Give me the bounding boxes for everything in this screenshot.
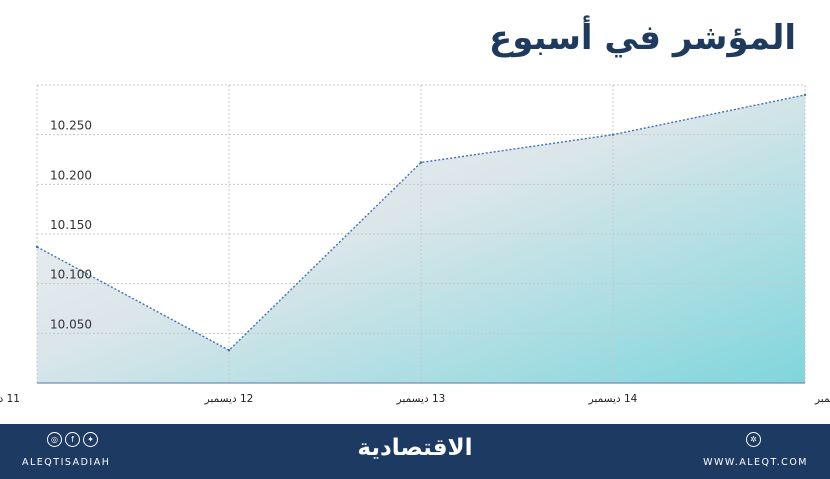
y-tick-label: 10.250: [50, 119, 92, 133]
x-tick-label: 14 ديسمبر: [588, 393, 638, 405]
y-tick-label: 10.100: [50, 268, 92, 282]
data-point: [227, 349, 231, 352]
twitter-icon[interactable]: ✦: [83, 432, 98, 447]
x-tick-label: 13 ديسمبر: [396, 393, 446, 405]
website-link[interactable]: WWW.ALEQT.COM: [703, 457, 808, 468]
y-tick-label: 10.050: [50, 317, 92, 331]
footer-bar: ◎ f ✦ ALEQTISADIAH الاقتصادية ✲ WWW.ALEQ…: [0, 424, 830, 479]
data-point: [803, 93, 807, 97]
social-handle[interactable]: ALEQTISADIAH: [22, 457, 111, 468]
data-point: [35, 245, 39, 249]
facebook-icon[interactable]: f: [65, 432, 80, 447]
chart-svg: 10.050 10.100 10.150 10.200 10.250 11 ديسمبر 1…: [0, 84, 830, 405]
social-icons: ◎ f ✦: [47, 432, 98, 447]
x-tick-label: 15 ديسمبر: [814, 393, 830, 405]
y-tick-label: 10.200: [50, 168, 92, 182]
chart-title: المؤشر في أسبوع: [489, 18, 796, 58]
globe-icon[interactable]: ✲: [746, 432, 761, 447]
data-point: [611, 133, 615, 136]
brand-logo: الاقتصادية: [357, 435, 473, 461]
x-tick-label: 12 ديسمبر: [204, 393, 254, 405]
data-point: [419, 161, 423, 164]
instagram-icon[interactable]: ◎: [47, 432, 62, 447]
y-tick-label: 10.150: [50, 218, 92, 232]
x-tick-label: 11 ديسمبر: [0, 393, 20, 405]
series-line: [36, 94, 806, 352]
